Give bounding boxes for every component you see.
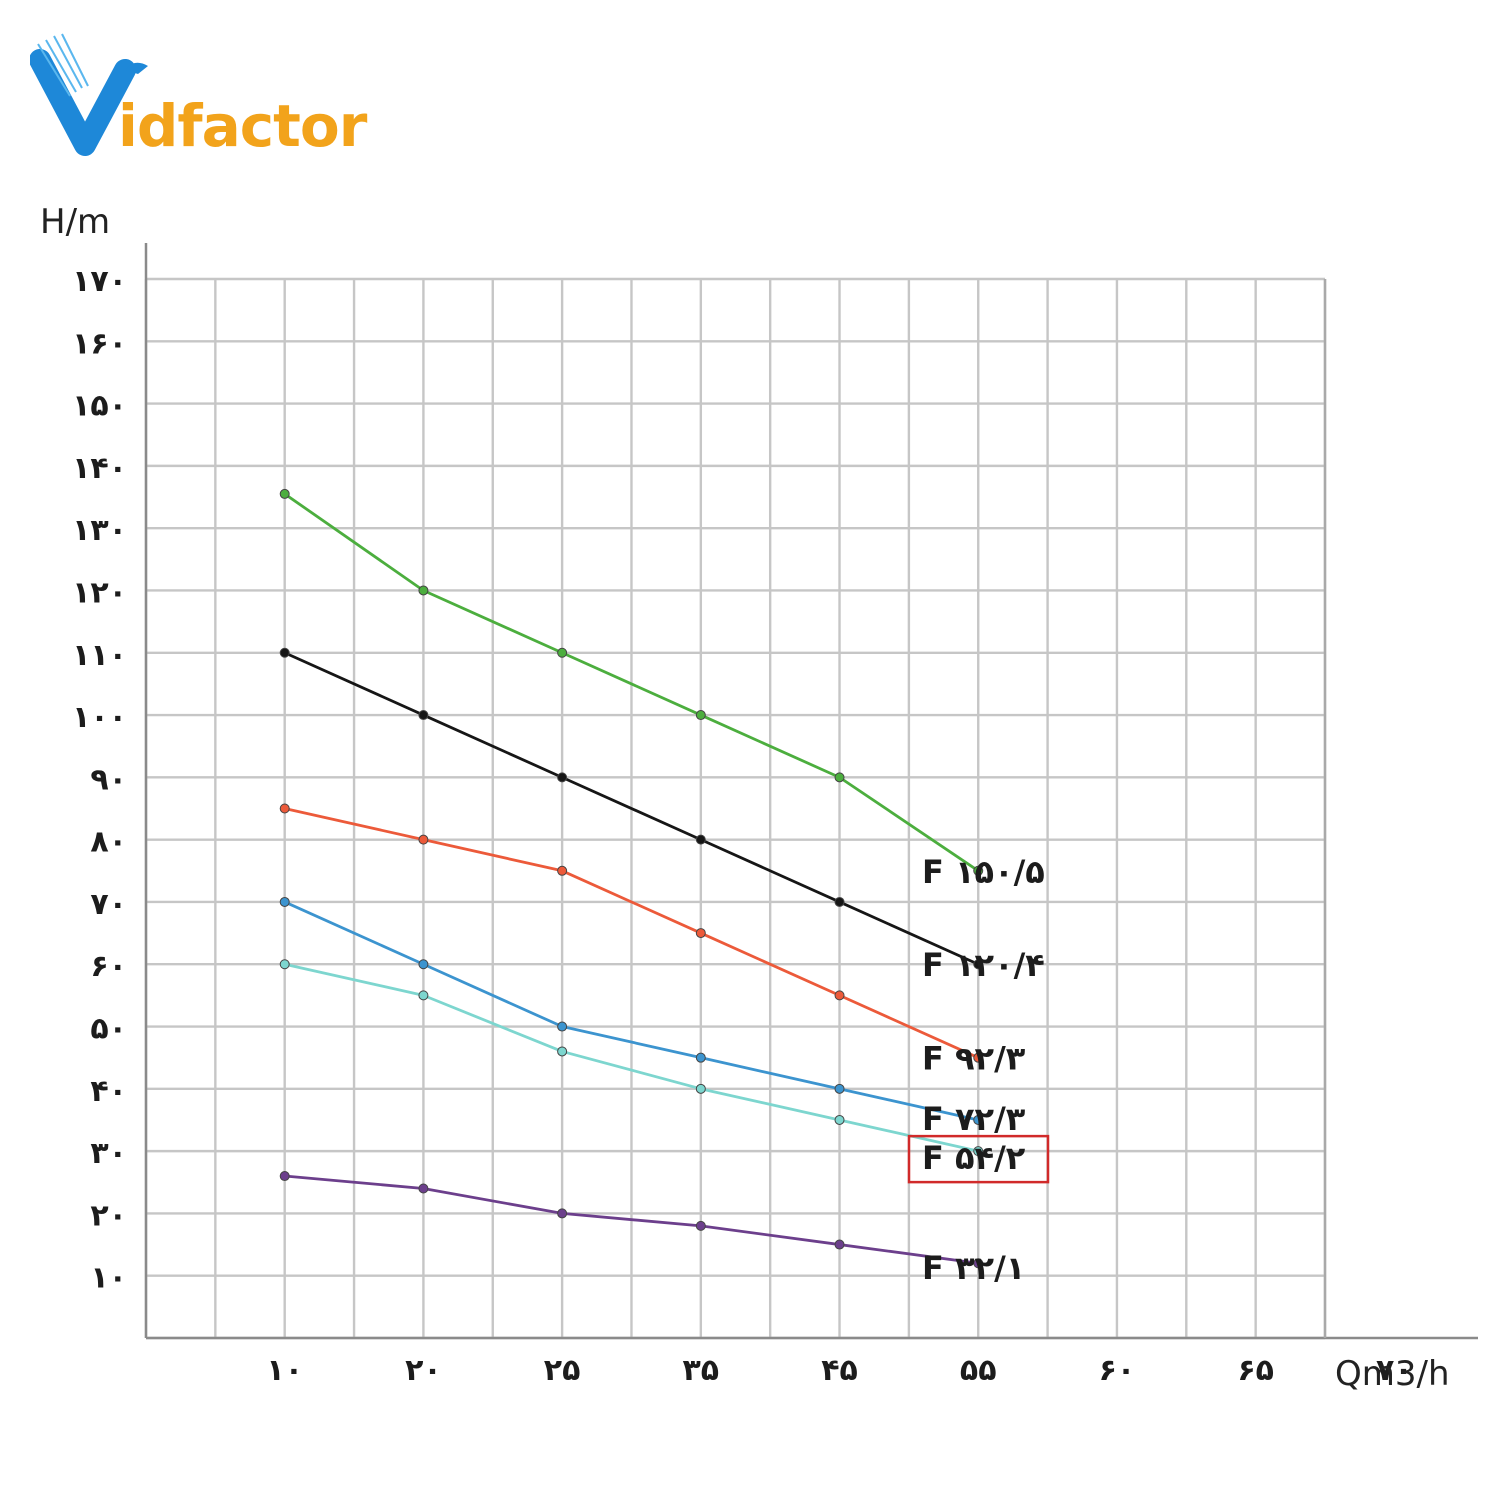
series-label: F ۹۲/۳ <box>922 1040 1026 1078</box>
series-point <box>973 959 984 970</box>
series-point <box>279 803 290 814</box>
x-tick-label: ۷۰ <box>1376 1353 1413 1388</box>
y-tick-label: ۶۰ <box>90 949 127 984</box>
series-point <box>279 647 290 658</box>
series-label: F ۱۲۰/۴ <box>922 946 1045 984</box>
x-axis-ticks: ۱۰ ۲۰ ۲۵ ۳۵ ۴۵ ۵۵ ۶۰ ۶۵ ۷۰ <box>266 1353 1412 1388</box>
series-point <box>834 896 845 907</box>
x-tick-label: ۶۰ <box>1099 1353 1136 1388</box>
series-point <box>279 896 290 907</box>
series-point <box>973 1146 984 1157</box>
series-line-group <box>279 1171 984 1269</box>
x-tick-label: ۲۰ <box>405 1353 442 1388</box>
brand-logo-text: idfactor <box>118 92 367 160</box>
series-point <box>557 772 568 783</box>
y-tick-label: ۱۵۰ <box>72 389 127 424</box>
series-line <box>284 651 979 966</box>
series-point <box>834 990 845 1001</box>
series-point <box>418 1183 429 1194</box>
series-label: F ۷۲/۳ <box>922 1100 1026 1138</box>
y-tick-label: ۱۲۰ <box>72 575 127 610</box>
y-tick-label: ۱۴۰ <box>72 451 127 486</box>
series-line-group <box>279 488 984 876</box>
series-point <box>695 710 706 721</box>
series-point <box>557 1021 568 1032</box>
y-tick-label: ۱۳۰ <box>72 513 127 548</box>
series-point <box>834 1114 845 1125</box>
series-point <box>279 1171 290 1182</box>
series-point <box>973 1052 984 1063</box>
chart-axes <box>144 243 1478 1340</box>
series-point <box>418 834 429 845</box>
y-tick-label: ۱۶۰ <box>72 326 127 361</box>
series-point <box>557 1208 568 1219</box>
series-line-group <box>279 647 984 970</box>
series-line <box>284 807 979 1059</box>
series-point <box>973 1258 984 1269</box>
x-tick-label: ۵۵ <box>960 1353 997 1388</box>
series-point <box>834 772 845 783</box>
y-tick-label: ۷۰ <box>90 887 127 922</box>
y-axis-ticks: ۱۰ ۲۰ ۳۰ ۴۰ ۵۰ ۶۰ ۷۰ ۸۰ ۹۰ ۱۰۰ ۱۱۰ ۱۲۰ ۱۳۰ ۱۴۰ ۱۵۰ ۱۶۰ ۱… <box>72 264 127 1296</box>
series-point <box>834 1239 845 1250</box>
series-label: F ۱۵۰/۵ <box>922 853 1045 891</box>
x-axis-title: Qm3/h <box>1335 1354 1450 1394</box>
x-tick-label: ۲۵ <box>544 1353 581 1388</box>
series-line <box>284 1174 979 1265</box>
y-tick-label: ۱۰۰ <box>72 700 127 735</box>
series-point <box>557 1046 568 1057</box>
x-tick-label: ۶۵ <box>1237 1353 1274 1388</box>
series-label: F ۵۴/۲ <box>922 1139 1026 1177</box>
series-point <box>695 1220 706 1231</box>
series-line-group <box>279 959 984 1157</box>
highlight-box <box>907 1134 1050 1184</box>
brand-logo-icon <box>30 33 148 156</box>
series-point <box>557 865 568 876</box>
y-tick-label: ۸۰ <box>90 825 127 860</box>
y-tick-label: ۹۰ <box>90 762 127 797</box>
x-tick-label: ۳۵ <box>683 1353 720 1388</box>
x-tick-label: ۱۰ <box>266 1353 303 1388</box>
series-point <box>695 928 706 939</box>
series-point <box>279 959 290 970</box>
series-point <box>834 1083 845 1094</box>
y-tick-label: ۱۱۰ <box>72 638 127 673</box>
series-point <box>973 1114 984 1125</box>
series-point <box>695 834 706 845</box>
series-point <box>695 1083 706 1094</box>
y-tick-label: ۲۰ <box>90 1198 127 1233</box>
series-line <box>283 492 980 872</box>
y-tick-label: ۵۰ <box>90 1012 127 1047</box>
y-tick-label: ۱۰ <box>90 1261 127 1296</box>
series-point <box>418 959 429 970</box>
y-tick-label: ۱۷۰ <box>72 264 127 299</box>
series-point <box>695 1052 706 1063</box>
x-tick-label: ۴۵ <box>821 1353 858 1388</box>
chart-series <box>279 488 984 1269</box>
series-point <box>418 710 429 721</box>
series-point <box>279 488 290 499</box>
series-line <box>284 962 979 1153</box>
y-tick-label: ۳۰ <box>90 1136 127 1171</box>
series-point <box>973 865 984 876</box>
y-axis-title: H/m <box>40 202 110 242</box>
series-point <box>557 647 568 658</box>
series-label: F ۳۲/۱ <box>922 1249 1025 1287</box>
y-tick-label: ۴۰ <box>90 1074 127 1109</box>
series-labels: F ۱۵۰/۵ F ۱۲۰/۴ F ۹۲/۳ F ۷۲/۳F ۵۴/۲ F ۳۲/۱ <box>907 853 1050 1287</box>
series-line-group <box>279 896 984 1125</box>
series-line-group <box>279 803 984 1063</box>
series-point <box>418 990 429 1001</box>
series-point <box>418 585 429 596</box>
series-line <box>284 900 979 1122</box>
